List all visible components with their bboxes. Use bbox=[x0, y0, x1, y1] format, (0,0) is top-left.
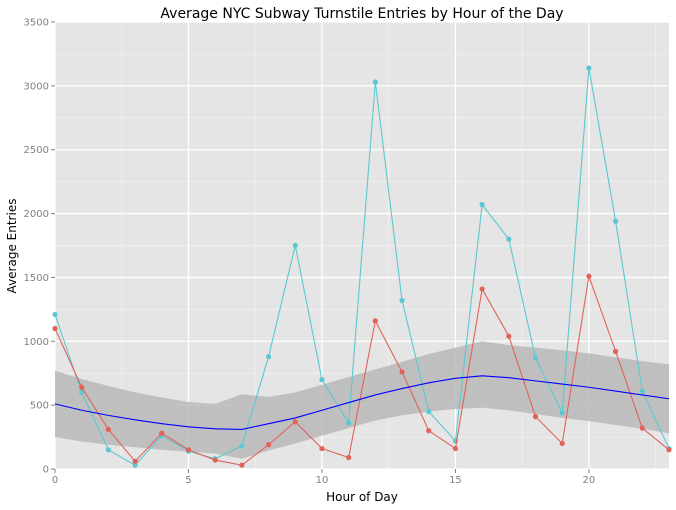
y-tick-label: 0 bbox=[43, 465, 49, 476]
series-2-point bbox=[452, 445, 459, 452]
chart-title: Average NYC Subway Turnstile Entries by … bbox=[160, 6, 563, 22]
smooth-confidence-band bbox=[55, 341, 669, 459]
series-2-point bbox=[506, 333, 512, 339]
series-2-point bbox=[292, 419, 298, 425]
series-2-point bbox=[372, 318, 378, 324]
series-2-point bbox=[159, 430, 165, 436]
series-2-point bbox=[479, 286, 485, 292]
y-tick-label: 1000 bbox=[24, 337, 49, 348]
series-1-point bbox=[52, 311, 58, 318]
x-axis-label: Hour of Day bbox=[326, 490, 398, 504]
series-1-point bbox=[239, 443, 245, 449]
series-2-point bbox=[79, 384, 85, 390]
series-1-point bbox=[586, 65, 592, 71]
series-1-point bbox=[426, 408, 432, 415]
series-2-point bbox=[212, 457, 218, 463]
series-1-point bbox=[506, 236, 512, 242]
series-2-point bbox=[346, 454, 352, 461]
series-2-point bbox=[559, 440, 565, 447]
series-2-point bbox=[132, 458, 138, 464]
series-1-point bbox=[559, 410, 565, 416]
y-tick-label: 500 bbox=[30, 401, 49, 412]
series-2-point bbox=[52, 325, 58, 332]
series-2-point bbox=[666, 447, 672, 453]
series-1-point bbox=[372, 79, 378, 85]
y-tick-label: 3000 bbox=[24, 81, 49, 92]
series-2-point bbox=[532, 414, 539, 420]
series-2-point bbox=[399, 369, 405, 375]
x-tick-label: 10 bbox=[316, 475, 329, 486]
y-tick-label: 2000 bbox=[24, 209, 49, 220]
series-1-point bbox=[265, 354, 272, 360]
series-1-point bbox=[613, 218, 619, 224]
series-1-line bbox=[54, 67, 670, 466]
series-1-point bbox=[399, 297, 405, 304]
series-1-point bbox=[639, 388, 645, 394]
y-tick-label: 1500 bbox=[24, 273, 49, 284]
series-1-point bbox=[479, 202, 485, 208]
series-2-point bbox=[639, 425, 645, 431]
series-2-point bbox=[265, 442, 272, 448]
y-tick-label: 2500 bbox=[24, 145, 49, 156]
x-tick-label: 15 bbox=[449, 475, 462, 486]
series-2-line bbox=[54, 275, 670, 466]
series-1-point bbox=[319, 377, 325, 383]
x-tick-label: 20 bbox=[583, 475, 596, 486]
x-tick-label: 5 bbox=[185, 475, 191, 486]
x-tick-label: 0 bbox=[52, 475, 58, 486]
series-1-point bbox=[79, 389, 85, 395]
y-tick-label: 3500 bbox=[24, 18, 49, 29]
series-1-point bbox=[346, 420, 352, 426]
series-2-point bbox=[426, 428, 432, 434]
y-axis-label: Average Entries bbox=[5, 199, 19, 294]
series-1-point bbox=[532, 355, 539, 361]
series-1-point bbox=[132, 462, 138, 468]
series-2-point bbox=[239, 462, 245, 468]
series-2-point bbox=[185, 447, 192, 453]
series-1-point bbox=[292, 242, 298, 249]
series-2-point bbox=[105, 426, 111, 433]
series-1-point bbox=[105, 447, 111, 453]
series-2-point bbox=[586, 273, 592, 279]
series-2-point bbox=[613, 348, 619, 355]
smooth-fit-line bbox=[54, 375, 670, 430]
series-2-point bbox=[319, 445, 325, 452]
